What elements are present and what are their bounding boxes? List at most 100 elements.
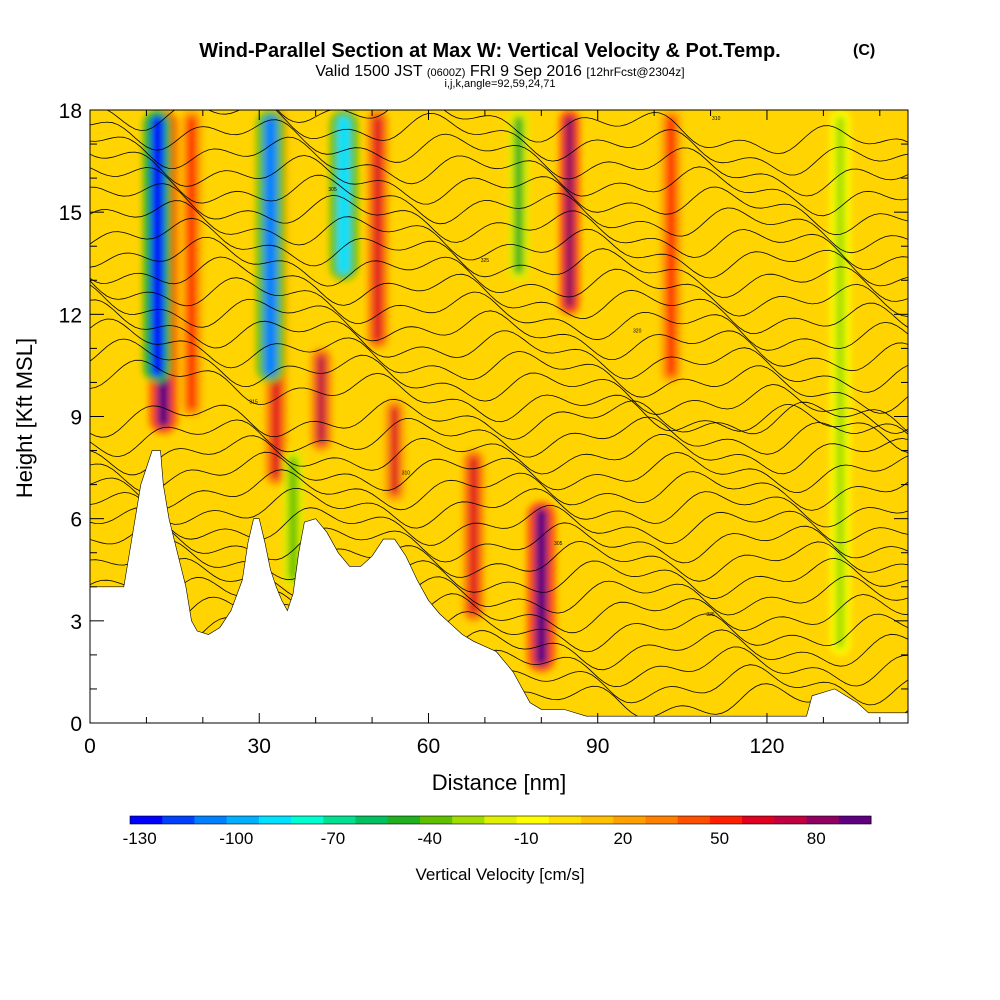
subtitle-fcst: [12hrFcst@2304z] <box>586 65 684 79</box>
colorbar-swatch <box>677 816 711 824</box>
downdraft-core <box>151 116 164 377</box>
y-tick-label: 18 <box>59 100 82 123</box>
isentrope-line <box>90 451 908 494</box>
isentrope-line <box>90 469 908 511</box>
isentrope-line <box>90 200 908 287</box>
y-tick-label: 15 <box>59 202 82 225</box>
isentrope-line <box>90 433 908 476</box>
isentrope-label: 310 <box>402 470 411 476</box>
isentrope-line <box>90 557 908 600</box>
y-axis-label: Height [Kft MSL] <box>12 338 37 498</box>
downdraft-core <box>264 116 277 377</box>
isentrope-label: 325 <box>481 258 490 264</box>
isentrope-line <box>123 110 908 155</box>
y-tick-label: 3 <box>70 611 82 634</box>
isentrope-line <box>106 110 908 176</box>
colorbar-swatch <box>323 816 357 824</box>
colorbar-label: Vertical Velocity [cm/s] <box>415 865 584 884</box>
x-tick-label: 60 <box>417 735 440 758</box>
updraft-core <box>565 116 575 309</box>
chart-subtitle-indices: i,j,k,angle=92,59,24,71 <box>444 78 555 90</box>
colorbar-tick-label: -100 <box>219 829 253 848</box>
isentrope-line <box>90 151 908 236</box>
colorbar-swatch <box>162 816 195 824</box>
isentrope-line <box>90 277 908 351</box>
isentrope-label: 310 <box>712 116 721 122</box>
isentrope-line <box>90 359 908 453</box>
colorbar-tick-label: 50 <box>710 829 729 848</box>
colorbar-swatch <box>613 816 646 824</box>
isentrope-line <box>90 487 908 529</box>
isentrope-line <box>90 167 908 254</box>
subtitle-utc: (0600Z) <box>427 67 466 79</box>
colorbar-swatch <box>548 816 582 824</box>
updraft-core <box>535 507 548 666</box>
colorbar-swatch <box>355 816 389 824</box>
colorbar-swatch <box>742 816 775 824</box>
isentrope-line <box>90 236 908 317</box>
updraft-core <box>390 405 400 496</box>
isentrope-line <box>90 217 908 302</box>
colorbar-swatch <box>452 816 485 824</box>
colorbar-swatch <box>387 816 421 824</box>
isentrope-line <box>90 504 908 546</box>
colorbar-swatch <box>291 816 324 824</box>
colorbar-tick-label: -130 <box>123 829 157 848</box>
colorbar-tick-label: 20 <box>613 829 632 848</box>
isentrope-label: 305 <box>554 541 563 547</box>
downdraft-core <box>337 116 351 275</box>
colorbar-swatch <box>258 816 292 824</box>
chart-title: Wind-Parallel Section at Max W: Vertical… <box>199 40 780 62</box>
isentrope-line <box>90 593 908 635</box>
colorbar-swatch <box>226 816 260 824</box>
isentrope-line <box>90 522 908 564</box>
isentrope-line <box>90 398 908 440</box>
velocity-field <box>143 110 851 672</box>
y-tick-label: 12 <box>59 304 82 327</box>
x-tick-label: 120 <box>749 735 784 758</box>
colorbar-swatch <box>806 816 840 824</box>
isentrope-line <box>90 575 908 617</box>
isentrope-label: 315 <box>249 400 258 406</box>
colorbar-swatch <box>419 816 453 824</box>
isentrope-line <box>90 183 908 271</box>
downdraft-core <box>288 456 298 581</box>
isentrope-line <box>90 338 908 434</box>
colorbar-swatch <box>709 816 743 824</box>
colorbar-swatch <box>838 816 872 824</box>
colorbar-tick-label: 80 <box>807 829 826 848</box>
x-axis: 0 30 60 90 120 <box>84 110 881 758</box>
isentrope-line <box>90 540 908 582</box>
colorbar-tick-label: -10 <box>514 829 539 848</box>
isentrope-line <box>90 256 908 335</box>
isentrope-line <box>90 284 908 372</box>
plot-background <box>90 110 908 723</box>
isentrope-line <box>90 416 908 458</box>
colorbar-swatch <box>774 816 808 824</box>
colorbar-swatch <box>516 816 550 824</box>
y-axis: 0 3 6 9 12 15 18 <box>59 100 908 736</box>
downdraft-core <box>514 116 524 275</box>
updraft-core <box>469 456 479 615</box>
subtitle-date: FRI 9 Sep 2016 <box>470 63 582 80</box>
colorbar-swatch <box>484 816 518 824</box>
colorbar-swatch <box>645 816 679 824</box>
colorbar-swatch <box>194 816 228 824</box>
colorbar-swatch <box>581 816 614 824</box>
colorbar: -130 -100 -70 -40 -10 20 50 80 <box>123 815 872 848</box>
updraft-core <box>316 354 326 445</box>
y-tick-label: 9 <box>70 407 82 430</box>
x-tick-label: 90 <box>586 735 609 758</box>
x-axis-label: Distance [nm] <box>432 770 567 795</box>
colorbar-swatch <box>130 816 163 824</box>
subtitle-valid: Valid 1500 JST <box>315 63 423 80</box>
isentrope-line <box>90 136 908 217</box>
isentrope-line <box>90 299 908 393</box>
chart-title-mark: (C) <box>853 42 875 59</box>
isentrope-line <box>90 318 908 414</box>
chart-subtitle: Valid 1500 JST (0600Z) FRI 9 Sep 2016 [1… <box>315 63 684 80</box>
colorbar-frame <box>129 815 872 825</box>
x-tick-label: 0 <box>84 735 96 758</box>
updraft-core <box>373 116 383 343</box>
